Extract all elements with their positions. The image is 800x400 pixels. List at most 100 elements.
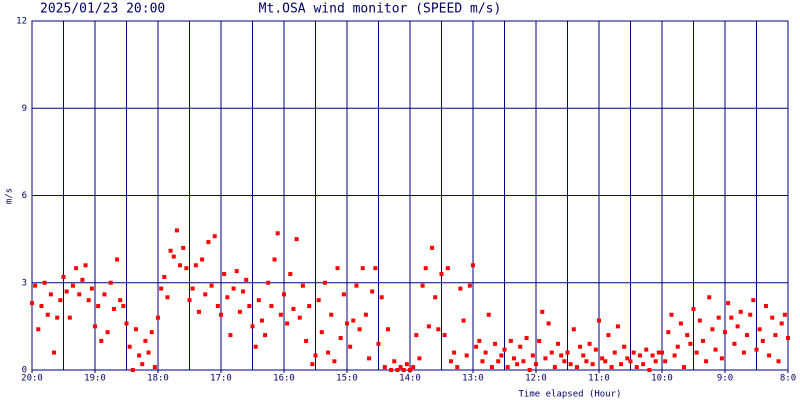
point <box>590 362 595 367</box>
point <box>184 266 189 271</box>
y-tick-label: 0 <box>22 366 27 376</box>
point <box>115 257 120 262</box>
y-tick-label: 12 <box>16 17 27 27</box>
point <box>389 368 394 372</box>
point <box>237 309 242 314</box>
point <box>704 359 709 364</box>
point <box>439 272 444 277</box>
point <box>55 315 60 320</box>
point <box>650 353 655 358</box>
point <box>430 245 435 250</box>
point <box>710 327 715 332</box>
point <box>99 338 104 343</box>
point <box>42 280 47 285</box>
point <box>253 344 258 349</box>
point <box>385 327 390 332</box>
point <box>540 309 545 314</box>
point <box>786 336 790 341</box>
point <box>203 292 208 297</box>
point <box>61 274 66 279</box>
point <box>398 365 403 370</box>
point <box>597 318 601 323</box>
point <box>603 359 608 364</box>
point <box>423 266 428 271</box>
point <box>64 289 69 294</box>
point <box>341 292 346 297</box>
point <box>367 356 372 361</box>
point <box>376 341 381 346</box>
y-tick-label: 3 <box>22 278 27 288</box>
point <box>319 330 324 335</box>
point <box>474 344 479 349</box>
point <box>584 359 589 364</box>
point <box>86 298 91 303</box>
point <box>121 304 126 309</box>
point <box>568 362 573 367</box>
x-tick-label: 15:0 <box>336 374 358 384</box>
y-tick-label: 9 <box>22 104 27 114</box>
point <box>644 347 649 352</box>
point <box>219 312 223 317</box>
point <box>102 292 107 297</box>
point <box>300 283 305 288</box>
point <box>282 292 286 297</box>
point <box>133 327 138 332</box>
point <box>411 365 416 370</box>
y-tick-label: 6 <box>22 191 27 201</box>
point <box>672 353 677 358</box>
point <box>316 298 321 303</box>
point <box>669 312 674 317</box>
point <box>653 359 658 364</box>
point <box>165 295 170 300</box>
point <box>360 266 365 271</box>
x-tick-label: 12:0 <box>525 374 547 384</box>
point <box>637 353 642 358</box>
point <box>534 362 538 367</box>
point <box>779 321 784 326</box>
point <box>401 368 406 372</box>
point <box>45 312 50 317</box>
point <box>294 237 299 242</box>
point <box>266 280 271 285</box>
point <box>326 350 331 355</box>
point <box>143 338 148 343</box>
point <box>556 341 561 346</box>
point <box>660 350 664 355</box>
point <box>190 286 195 291</box>
point <box>130 368 135 372</box>
point <box>307 304 312 309</box>
point <box>767 353 772 358</box>
point <box>483 350 488 355</box>
point <box>515 362 520 367</box>
point <box>322 280 327 285</box>
point <box>363 312 368 317</box>
point <box>329 312 334 317</box>
point <box>776 359 781 364</box>
point <box>83 263 88 268</box>
point <box>379 295 384 300</box>
point <box>351 318 356 323</box>
point <box>105 330 110 335</box>
point <box>480 359 485 364</box>
point <box>732 341 737 346</box>
point <box>124 321 129 326</box>
point <box>370 289 375 294</box>
point <box>647 368 652 372</box>
point <box>578 344 583 349</box>
point <box>448 359 453 364</box>
point <box>587 341 592 346</box>
point <box>735 324 740 329</box>
point <box>33 283 38 288</box>
point <box>530 353 535 358</box>
point <box>716 315 721 320</box>
x-tick-label: 17:0 <box>210 374 232 384</box>
point <box>615 324 620 329</box>
point <box>417 356 422 361</box>
point <box>622 344 627 349</box>
point <box>461 318 466 323</box>
point <box>206 240 211 245</box>
point <box>228 333 233 338</box>
point <box>505 365 510 370</box>
point <box>215 304 220 309</box>
point <box>269 304 274 309</box>
